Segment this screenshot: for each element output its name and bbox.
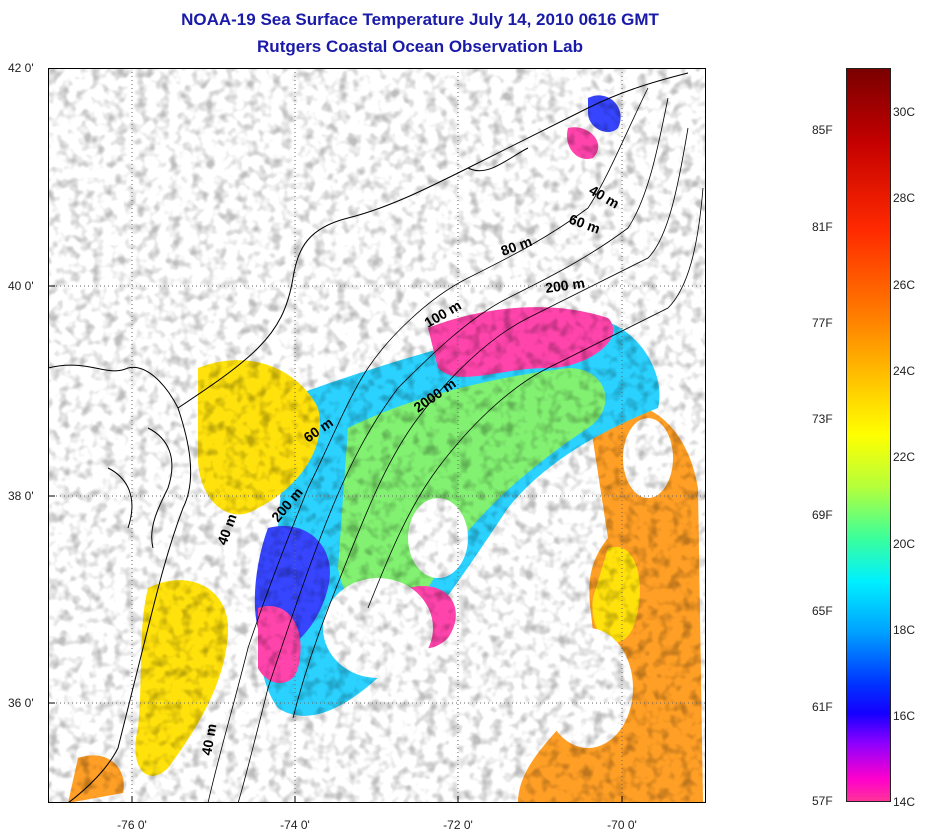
colorbar-c-24: 24C (893, 364, 916, 378)
lat-label-40: 40 0' (8, 279, 34, 293)
colorbar-f-61: 61F (812, 700, 833, 714)
colorbar-f-81: 81F (812, 220, 833, 234)
isobath-label-40m-south: 40 m (198, 722, 219, 756)
temperature-colorbar (846, 68, 891, 802)
colorbar-c-28: 28C (893, 191, 916, 205)
colorbar-c-26: 26C (893, 278, 916, 292)
lon-label-74: -74 0' (280, 818, 310, 832)
axis-ticks (48, 285, 623, 803)
lat-label-36: 36 0' (8, 696, 34, 710)
colorbar-f-77: 77F (812, 316, 833, 330)
map-frame (48, 68, 706, 803)
lat-label-38: 38 0' (8, 489, 34, 503)
colorbar-c-20: 20C (893, 537, 916, 551)
lon-label-72: -72 0' (443, 818, 473, 832)
colorbar-f-57: 57F (812, 794, 833, 808)
lat-label-42: 42 0' (8, 61, 34, 75)
colorbar-c-30: 30C (893, 105, 916, 119)
map-subtitle: Rutgers Coastal Ocean Observation Lab (257, 37, 583, 56)
colorbar-f-65: 65F (812, 604, 833, 618)
map-title: NOAA-19 Sea Surface Temperature July 14,… (181, 10, 659, 29)
lon-label-70: -70 0' (607, 818, 637, 832)
colorbar-c-22: 22C (893, 450, 916, 464)
colorbar-f-69: 69F (812, 508, 833, 522)
lon-label-76: -76 0' (117, 818, 147, 832)
colorbar-c-14: 14C (893, 795, 916, 809)
sst-map: 40 m 60 m 80 m 200 m 100 m 2000 m 60 m 2… (48, 68, 706, 803)
colorbar-c-18: 18C (893, 623, 916, 637)
colorbar-c-16: 16C (893, 709, 916, 723)
graticule (48, 68, 706, 803)
isobath-label-200m-north: 200 m (544, 275, 586, 296)
isobaths (207, 87, 704, 803)
coastline (48, 72, 689, 803)
colorbar-f-73: 73F (812, 412, 833, 426)
colorbar-f-85: 85F (812, 123, 833, 137)
